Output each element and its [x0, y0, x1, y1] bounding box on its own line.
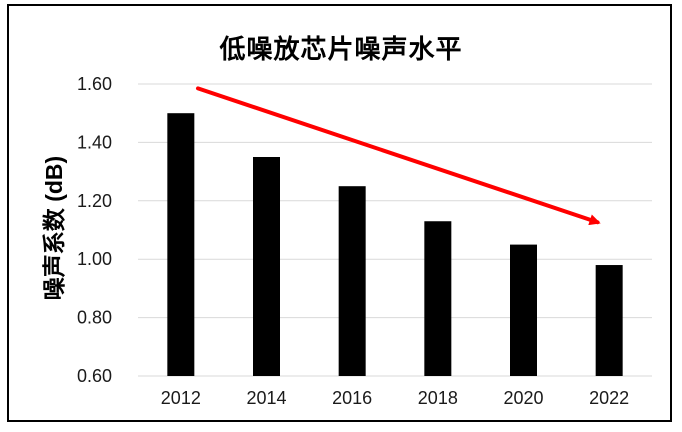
y-tick-label: 1.60 — [77, 74, 112, 94]
bar-2018 — [424, 221, 452, 376]
chart-title: 低噪放芯片噪声水平 — [219, 34, 463, 64]
bar-2020 — [510, 244, 537, 376]
x-tick-label: 2020 — [503, 388, 543, 408]
bar-2014 — [253, 157, 280, 376]
bar-2012 — [167, 113, 195, 376]
y-tick-label: 1.20 — [77, 191, 112, 211]
bar-2016 — [338, 186, 366, 376]
x-tick-label: 2018 — [418, 388, 458, 408]
x-tick-label: 2014 — [246, 388, 286, 408]
bar-2022 — [595, 265, 623, 376]
y-tick-label: 0.80 — [77, 308, 112, 328]
y-tick-label: 1.00 — [77, 249, 112, 269]
x-tick-label: 2012 — [161, 388, 201, 408]
x-tick-label: 2022 — [589, 388, 629, 408]
x-tick-label: 2016 — [332, 388, 372, 408]
y-tick-label: 1.40 — [77, 132, 112, 152]
y-tick-label: 0.60 — [77, 366, 112, 386]
trend-arrow — [195, 86, 601, 226]
